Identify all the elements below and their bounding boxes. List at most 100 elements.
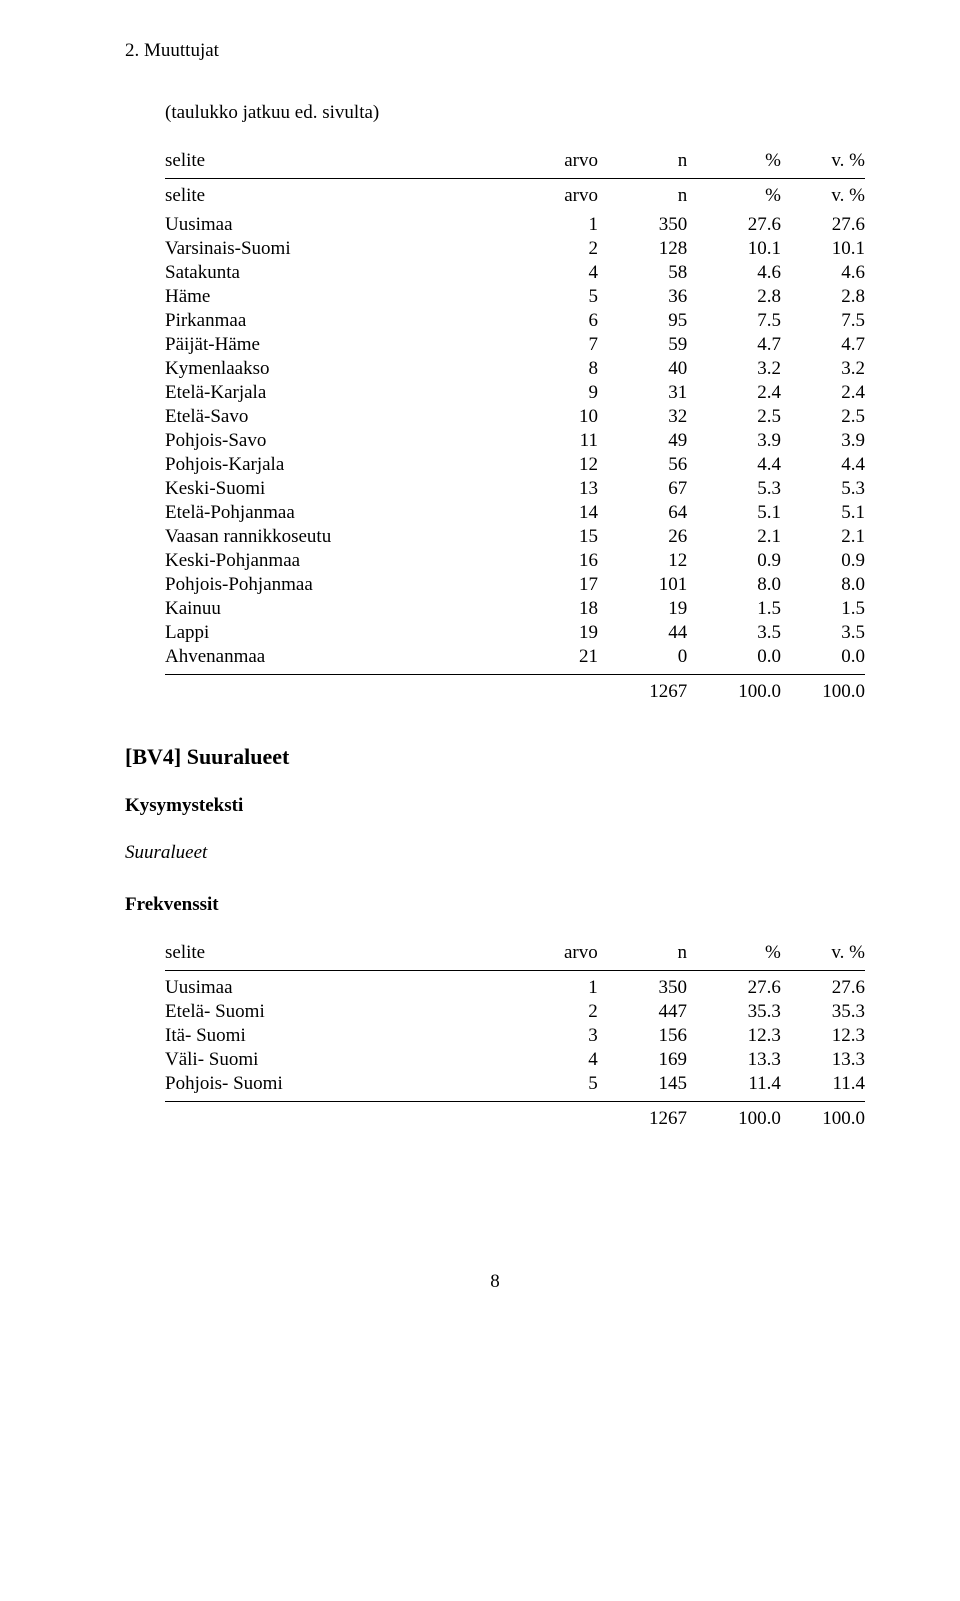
cell-vpct: 4.6 xyxy=(781,261,865,285)
cell-label: Häme xyxy=(165,285,470,309)
cell-pct: 12.3 xyxy=(687,1024,781,1048)
cell-vpct: 5.3 xyxy=(781,477,865,501)
table-row: Etelä-Savo10322.52.5 xyxy=(165,405,865,429)
table-row: Etelä-Pohjanmaa14645.15.1 xyxy=(165,501,865,525)
table-row: Kymenlaakso8403.23.2 xyxy=(165,357,865,381)
cell-pct: 3.5 xyxy=(687,621,781,645)
table-row: Varsinais-Suomi212810.110.1 xyxy=(165,237,865,261)
cell-pct: 35.3 xyxy=(687,1000,781,1024)
col-header-label: selite xyxy=(165,179,470,209)
cell-vpct: 35.3 xyxy=(781,1000,865,1024)
cell-arvo: 5 xyxy=(470,1072,618,1102)
cell-pct: 2.1 xyxy=(687,525,781,549)
cell-pct: 11.4 xyxy=(687,1072,781,1102)
cell-pct: 4.7 xyxy=(687,333,781,357)
cell-label: Uusimaa xyxy=(165,971,470,1001)
cell-label: Etelä-Savo xyxy=(165,405,470,429)
cell-arvo: 9 xyxy=(470,381,618,405)
cell-label: Pohjois-Savo xyxy=(165,429,470,453)
cell-label: Itä- Suomi xyxy=(165,1024,470,1048)
kysymysteksti-value: Suuralueet xyxy=(125,842,865,864)
regions-tbody: Uusimaa135027.627.6Varsinais-Suomi212810… xyxy=(165,208,865,704)
cell-n: 350 xyxy=(618,208,687,237)
table-row: Häme5362.82.8 xyxy=(165,285,865,309)
cell-arvo: 16 xyxy=(470,549,618,573)
cell-arvo: 17 xyxy=(470,573,618,597)
total-cell: 1267 xyxy=(618,675,687,705)
table-row: Lappi19443.53.5 xyxy=(165,621,865,645)
kysymysteksti-label: Kysymysteksti xyxy=(125,795,865,817)
suuralueet-table: selite arvo n % v. % Uusimaa135027.627.6… xyxy=(165,941,865,1131)
total-cell xyxy=(470,1102,618,1132)
col-header-vpct: v. % xyxy=(781,149,865,179)
cell-vpct: 3.9 xyxy=(781,429,865,453)
cell-pct: 7.5 xyxy=(687,309,781,333)
cell-vpct: 0.0 xyxy=(781,645,865,675)
cell-n: 350 xyxy=(618,971,687,1001)
cell-vpct: 10.1 xyxy=(781,237,865,261)
table-row: Uusimaa135027.627.6 xyxy=(165,971,865,1001)
col-header-arvo: arvo xyxy=(470,179,618,209)
cell-pct: 27.6 xyxy=(687,208,781,237)
col-header-n: n xyxy=(618,179,687,209)
cell-n: 156 xyxy=(618,1024,687,1048)
cell-vpct: 11.4 xyxy=(781,1072,865,1102)
total-cell xyxy=(165,675,470,705)
cell-n: 67 xyxy=(618,477,687,501)
table-row: Keski-Pohjanmaa16120.90.9 xyxy=(165,549,865,573)
table-total-row: 1267100.0100.0 xyxy=(165,1102,865,1132)
cell-arvo: 19 xyxy=(470,621,618,645)
col-header-vpct: v. % xyxy=(781,941,865,971)
cell-vpct: 2.4 xyxy=(781,381,865,405)
cell-vpct: 3.5 xyxy=(781,621,865,645)
cell-n: 19 xyxy=(618,597,687,621)
cell-n: 128 xyxy=(618,237,687,261)
table-row: Pirkanmaa6957.57.5 xyxy=(165,309,865,333)
col-header-pct: % xyxy=(687,941,781,971)
cell-n: 169 xyxy=(618,1048,687,1072)
total-cell: 1267 xyxy=(618,1102,687,1132)
table-row: Satakunta4584.64.6 xyxy=(165,261,865,285)
cell-n: 58 xyxy=(618,261,687,285)
table-row: Kainuu18191.51.5 xyxy=(165,597,865,621)
cell-pct: 4.4 xyxy=(687,453,781,477)
cell-arvo: 6 xyxy=(470,309,618,333)
cell-arvo: 1 xyxy=(470,208,618,237)
cell-label: Vaasan rannikkoseutu xyxy=(165,525,470,549)
cell-n: 44 xyxy=(618,621,687,645)
col-header-label: selite xyxy=(165,149,470,179)
cell-label: Ahvenanmaa xyxy=(165,645,470,675)
cell-vpct: 2.1 xyxy=(781,525,865,549)
cell-label: Satakunta xyxy=(165,261,470,285)
cell-pct: 4.6 xyxy=(687,261,781,285)
cell-label: Etelä-Karjala xyxy=(165,381,470,405)
table-row: Pohjois-Karjala12564.44.4 xyxy=(165,453,865,477)
total-cell: 100.0 xyxy=(687,1102,781,1132)
cell-label: Kainuu xyxy=(165,597,470,621)
cell-pct: 1.5 xyxy=(687,597,781,621)
cell-arvo: 18 xyxy=(470,597,618,621)
cell-label: Pohjois- Suomi xyxy=(165,1072,470,1102)
cell-pct: 2.4 xyxy=(687,381,781,405)
cell-n: 101 xyxy=(618,573,687,597)
cell-vpct: 4.7 xyxy=(781,333,865,357)
cell-pct: 5.3 xyxy=(687,477,781,501)
cell-pct: 3.2 xyxy=(687,357,781,381)
col-header-n: n xyxy=(618,941,687,971)
suuralueet-tbody: Uusimaa135027.627.6Etelä- Suomi244735.33… xyxy=(165,971,865,1132)
table-row: Uusimaa135027.627.6 xyxy=(165,208,865,237)
cell-arvo: 10 xyxy=(470,405,618,429)
table-row: Pohjois- Suomi514511.411.4 xyxy=(165,1072,865,1102)
cell-vpct: 8.0 xyxy=(781,573,865,597)
cell-n: 56 xyxy=(618,453,687,477)
cell-pct: 5.1 xyxy=(687,501,781,525)
cell-label: Väli- Suomi xyxy=(165,1048,470,1072)
cell-vpct: 27.6 xyxy=(781,208,865,237)
cell-arvo: 1 xyxy=(470,971,618,1001)
cell-n: 26 xyxy=(618,525,687,549)
cell-n: 31 xyxy=(618,381,687,405)
table-total-row: 1267100.0100.0 xyxy=(165,675,865,705)
table-row: Pohjois-Pohjanmaa171018.08.0 xyxy=(165,573,865,597)
cell-vpct: 0.9 xyxy=(781,549,865,573)
section-number-title: 2. Muuttujat xyxy=(125,40,865,62)
